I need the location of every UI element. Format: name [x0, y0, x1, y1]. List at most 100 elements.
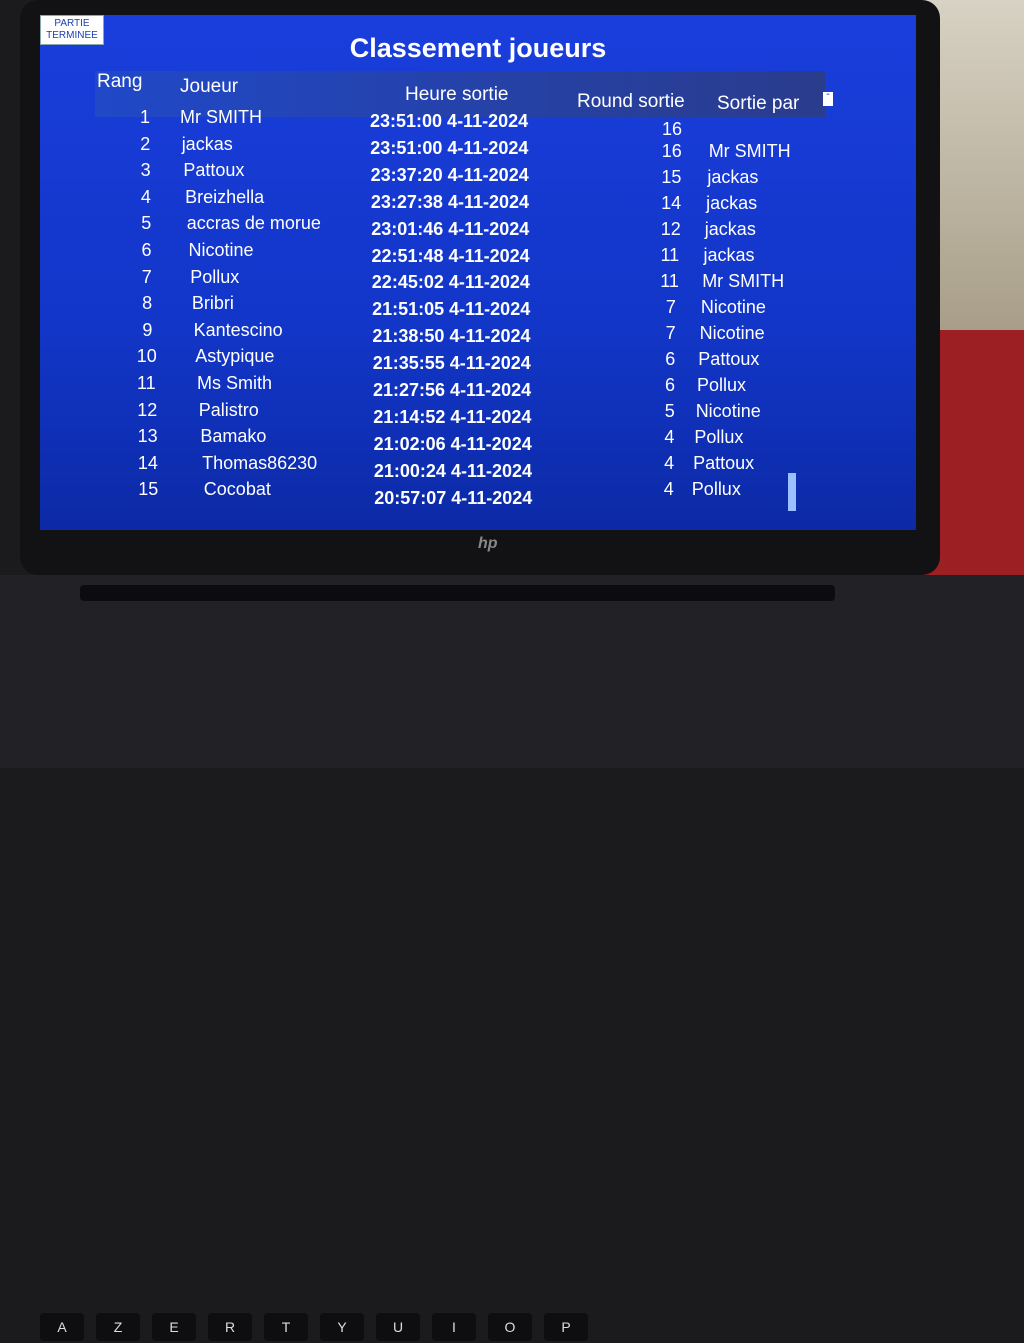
- table-cell: Pollux: [190, 266, 240, 287]
- table-cell: 15: [661, 167, 682, 187]
- table-cell: 7: [665, 297, 676, 317]
- table-cell: Bamako: [200, 426, 267, 447]
- table-cell: 23:37:20 4-11-2024: [370, 164, 529, 185]
- key[interactable]: T: [264, 1313, 308, 1341]
- table-cell: 5: [141, 213, 152, 234]
- table-cell: Palistro: [198, 399, 259, 420]
- screen: PARTIE TERMINEE Classement joueurs Rang J…: [40, 15, 916, 530]
- table-cell: Pollux: [694, 427, 744, 447]
- table-cell: 16: [661, 141, 682, 161]
- table-cell: Nicotine: [695, 401, 761, 421]
- table-cell: 12: [137, 399, 158, 420]
- table-cell: 6: [665, 349, 676, 369]
- key[interactable]: E: [152, 1313, 196, 1341]
- table-cell: 22:45:02 4-11-2024: [371, 272, 530, 293]
- table-cell: 11: [137, 373, 156, 393]
- table-cell: 6: [141, 240, 152, 260]
- table-cell: 4: [664, 427, 675, 447]
- table-cell: 21:00:24 4-11-2024: [373, 460, 533, 481]
- table-cell: 14: [661, 193, 682, 213]
- table-cell: Pattoux: [698, 349, 760, 369]
- table-cell: Bribri: [191, 293, 234, 314]
- column-header: Heure sortie: [405, 84, 509, 105]
- table-cell: 2: [140, 133, 151, 154]
- table-cell: jackas: [181, 133, 233, 154]
- table-cell: Nicotine: [699, 323, 765, 343]
- table-cell: 10: [136, 346, 157, 367]
- key[interactable]: A: [40, 1313, 84, 1341]
- table-cell: 23:51:00 4-11-2024: [370, 111, 529, 131]
- table-cell: 3: [140, 160, 151, 181]
- table-cell: Mr SMITH: [702, 271, 785, 291]
- table-cell: 4: [663, 479, 674, 499]
- table-cell: Pattoux: [693, 453, 755, 473]
- table-cell: jackas: [703, 245, 755, 265]
- table-cell: jackas: [707, 167, 759, 187]
- table-cell: 23:51:00 4-11-2024: [370, 137, 529, 158]
- table-cell: 15: [138, 479, 159, 500]
- scroll-thumb[interactable]: [788, 473, 796, 511]
- table-cell: 7: [141, 266, 152, 287]
- table-cell: Mr SMITH: [180, 107, 262, 127]
- column-header: Sortie par: [717, 93, 800, 114]
- table-cell: 21:35:55 4-11-2024: [372, 353, 531, 374]
- table-cell: Nicotine: [188, 240, 254, 260]
- table-cell: 11: [660, 271, 679, 291]
- table-cell: 9: [142, 319, 153, 340]
- key[interactable]: P: [544, 1313, 588, 1341]
- title: Classement joueurs: [349, 33, 607, 63]
- table-cell: 21:14:52 4-11-2024: [373, 406, 532, 427]
- key[interactable]: Z: [96, 1313, 140, 1341]
- table-cell: 4: [140, 186, 151, 207]
- key[interactable]: R: [208, 1313, 252, 1341]
- table-cell: Kantescino: [193, 319, 283, 340]
- table-cell: 1: [140, 107, 151, 127]
- table-cell: 22:51:48 4-11-2024: [371, 245, 530, 266]
- table-cell: 11: [660, 245, 680, 265]
- table-cell: 12: [660, 219, 681, 239]
- table-cell: Cocobat: [203, 479, 271, 500]
- key[interactable]: U: [376, 1313, 420, 1341]
- table-cell: Pollux: [691, 479, 741, 499]
- table-cell: 8: [142, 293, 153, 314]
- table-cell: 7: [665, 323, 676, 343]
- table-cell: 5: [664, 401, 675, 421]
- table-cell: 21:02:06 4-11-2024: [373, 433, 532, 454]
- table-cell: Pollux: [697, 375, 747, 395]
- status-badge: PARTIE TERMINEE: [40, 15, 104, 45]
- table-cell: 4: [664, 453, 675, 473]
- table-cell: Nicotine: [700, 297, 766, 317]
- column-header: Rang: [97, 71, 143, 92]
- key[interactable]: O: [488, 1313, 532, 1341]
- laptop-logo: hp: [478, 535, 498, 552]
- table-cell: 20:57:07 4-11-2024: [374, 487, 533, 508]
- table-cell: Mr SMITH: [708, 141, 791, 161]
- table-cell: Pattoux: [183, 160, 245, 181]
- table-cell: 6: [665, 375, 676, 395]
- badge-line: PARTIE: [54, 18, 90, 29]
- table-cell: 16: [662, 119, 683, 139]
- key[interactable]: Y: [320, 1313, 364, 1341]
- table-cell: 21:27:56 4-11-2024: [373, 380, 532, 400]
- table-cell: Ms Smith: [197, 373, 273, 393]
- badge-line: TERMINEE: [46, 30, 98, 41]
- column-header: Round sortie: [577, 91, 685, 112]
- table-cell: 21:51:05 4-11-2024: [372, 299, 531, 320]
- table-cell: 23:01:46 4-11-2024: [371, 218, 530, 239]
- table-header: Rang Joueur Heure sortie Round sortie Sortie…: [95, 71, 825, 117]
- table-cell: Breizhella: [185, 186, 265, 207]
- table-cell: accras de morue: [186, 213, 321, 234]
- table-cell: Astypique: [195, 346, 275, 367]
- hinge: [80, 585, 835, 601]
- key[interactable]: I: [432, 1313, 476, 1341]
- table-cell: 13: [137, 426, 158, 447]
- table-cell: 21:38:50 4-11-2024: [372, 326, 531, 347]
- scroll-up[interactable]: ˆ: [823, 92, 833, 106]
- table-cell: 14: [137, 452, 158, 473]
- table-cell: 23:27:38 4-11-2024: [370, 191, 530, 212]
- table-cell: jackas: [706, 193, 758, 213]
